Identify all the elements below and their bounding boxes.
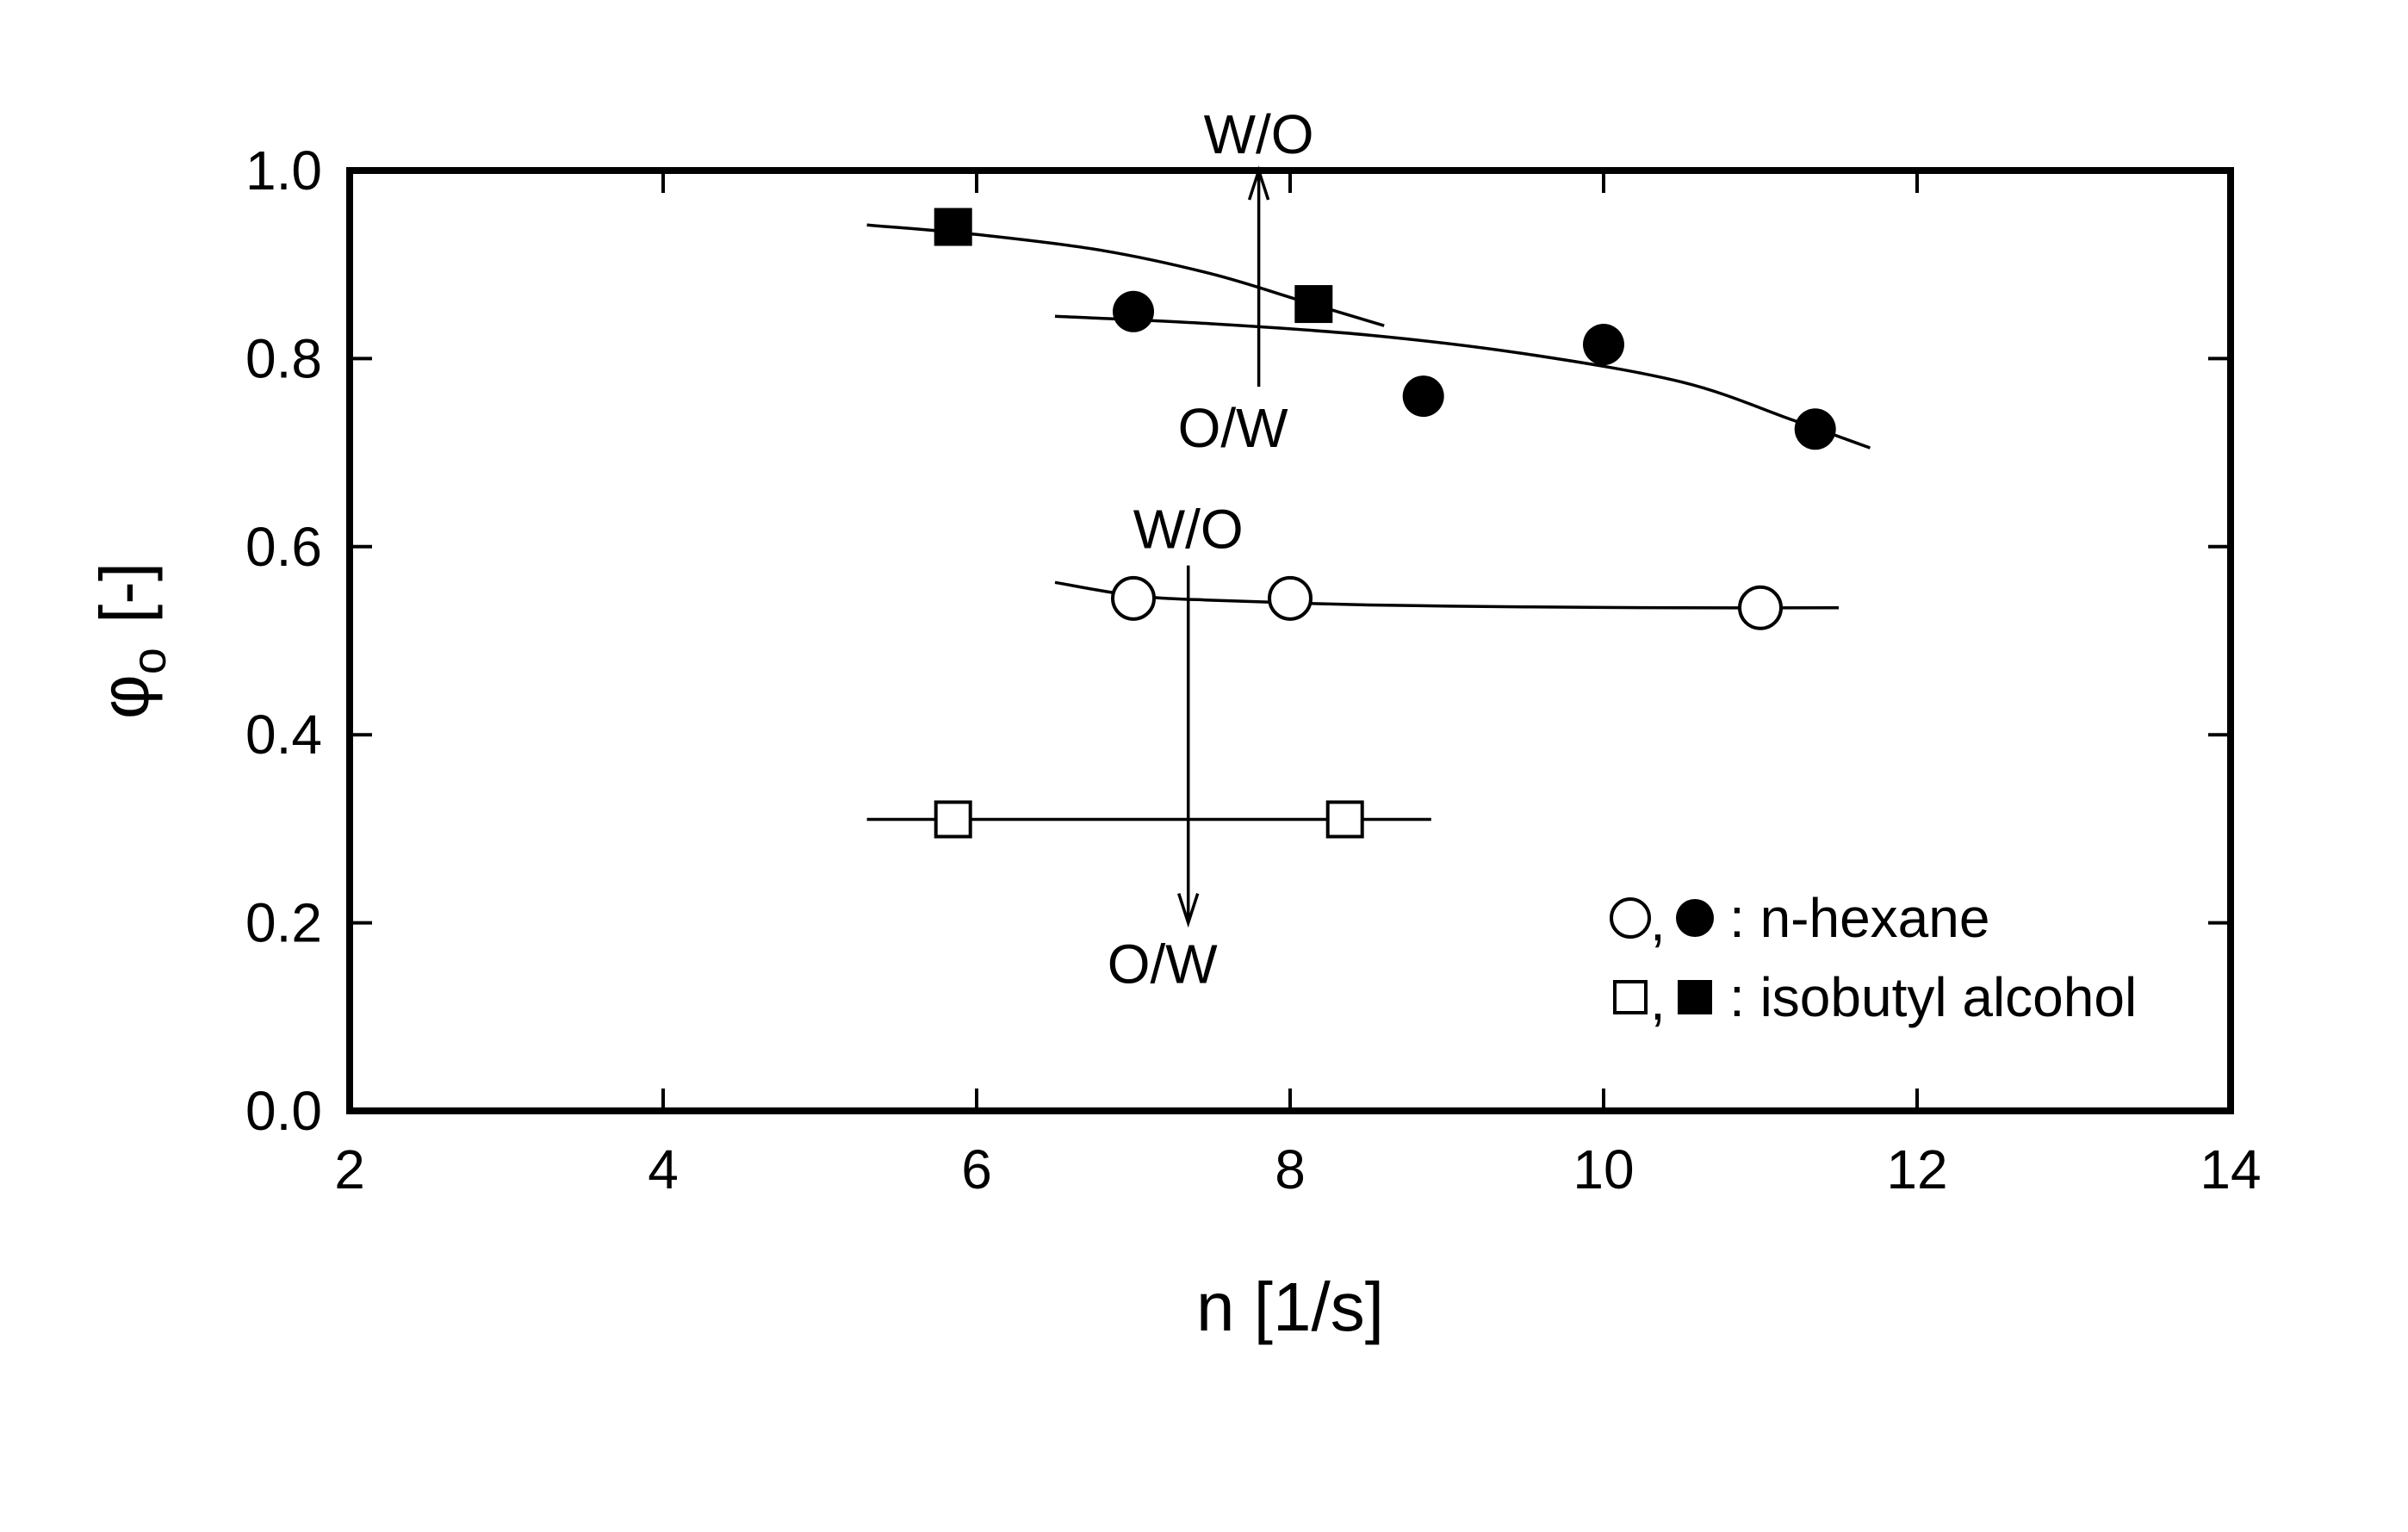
fit-curve-open-circle bbox=[1054, 580, 1840, 610]
open-circle-marker bbox=[1111, 575, 1156, 621]
filled-circle-marker bbox=[1113, 290, 1154, 332]
y-axis-title: φo [-] bbox=[86, 562, 176, 719]
filled-square-marker bbox=[1294, 285, 1333, 324]
legend: , : n-hexane, : isobutyl alcohol bbox=[1610, 887, 2137, 1032]
x-tick-label: 12 bbox=[1886, 1138, 1947, 1200]
x-tick-label: 4 bbox=[648, 1138, 679, 1200]
transition-arrow-head bbox=[1177, 893, 1200, 928]
transition-arrows bbox=[1177, 165, 1270, 928]
y-axis-subscript: o bbox=[121, 648, 176, 674]
open-square-marker bbox=[1613, 980, 1648, 1014]
filled-square-marker bbox=[1678, 980, 1712, 1014]
filled-circle-marker bbox=[1676, 899, 1714, 937]
fit-curves bbox=[866, 223, 1871, 822]
legend-entry-label: : isobutyl alcohol bbox=[1729, 966, 2137, 1028]
legend-comma: , bbox=[1650, 970, 1666, 1032]
transition-label-top: W/O bbox=[1133, 499, 1244, 561]
transition-labels: W/O O/W W/O O/W bbox=[1108, 103, 1314, 995]
filled-circle-marker bbox=[1402, 375, 1444, 418]
tick-marks bbox=[350, 171, 2231, 1111]
filled-circle-marker bbox=[1583, 324, 1624, 366]
y-tick-label: 0.0 bbox=[245, 1080, 322, 1142]
x-axis-title: n [1/s] bbox=[1196, 1268, 1384, 1345]
x-tick-label: 8 bbox=[1275, 1138, 1306, 1200]
x-tick-label: 6 bbox=[961, 1138, 992, 1200]
open-circle-marker bbox=[1738, 585, 1783, 630]
y-tick-label: 1.0 bbox=[245, 140, 322, 202]
filled-circle-marker bbox=[1794, 408, 1836, 450]
x-tick-label: 14 bbox=[2200, 1138, 2261, 1200]
y-tick-label: 0.2 bbox=[245, 892, 322, 954]
x-tick-label: 10 bbox=[1573, 1138, 1634, 1200]
y-axis-unit: [-] bbox=[86, 562, 163, 623]
transition-label-bottom: O/W bbox=[1108, 933, 1219, 995]
legend-entry-label: : n-hexane bbox=[1729, 887, 1989, 949]
open-circle-marker bbox=[1610, 897, 1651, 939]
y-axis-symbol: φ bbox=[86, 674, 163, 719]
data-points bbox=[934, 208, 1836, 839]
open-square-marker bbox=[1325, 800, 1364, 839]
fit-curve-filled-circle bbox=[1054, 314, 1871, 450]
transition-label-bottom: O/W bbox=[1178, 397, 1289, 459]
open-square-marker bbox=[934, 800, 972, 839]
tick-labels: 2 4 6 8 10 12 14 0.0 0.2 0.4 0.6 0.8 1.0 bbox=[245, 140, 2262, 1200]
legend-comma: , bbox=[1650, 890, 1666, 952]
filled-square-marker bbox=[934, 208, 972, 246]
transition-arrow-head bbox=[1247, 165, 1270, 201]
open-circle-marker bbox=[1268, 575, 1313, 621]
y-tick-label: 0.4 bbox=[245, 704, 322, 766]
transition-label-top: W/O bbox=[1204, 103, 1314, 165]
x-tick-label: 2 bbox=[334, 1138, 365, 1200]
y-tick-label: 0.8 bbox=[245, 327, 322, 389]
y-tick-label: 0.6 bbox=[245, 516, 322, 578]
